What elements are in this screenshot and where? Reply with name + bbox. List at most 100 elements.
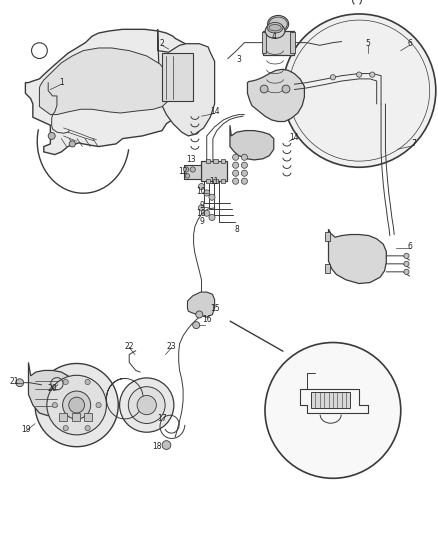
Circle shape [193,321,200,329]
Text: 22: 22 [124,342,134,351]
Ellipse shape [268,15,289,33]
Polygon shape [247,69,304,122]
Text: 2: 2 [160,39,164,48]
Text: 12: 12 [178,167,188,176]
Text: 5: 5 [365,39,371,48]
Circle shape [198,183,205,190]
Circle shape [404,253,409,259]
Circle shape [85,379,90,385]
Circle shape [241,162,247,168]
Text: 20: 20 [48,384,57,392]
Circle shape [233,162,239,168]
Circle shape [282,85,290,93]
Text: 13: 13 [186,156,195,164]
Circle shape [69,397,85,413]
Polygon shape [328,229,386,284]
Circle shape [196,311,203,318]
Text: 1: 1 [59,78,64,87]
Circle shape [96,402,101,408]
Text: 14: 14 [290,133,299,142]
Circle shape [120,378,174,432]
Bar [201,161,227,181]
Bar [213,159,218,163]
Text: 8: 8 [234,225,239,233]
Circle shape [63,379,68,385]
Bar [325,232,330,241]
Text: 10: 10 [197,188,206,196]
Bar [184,165,201,179]
Circle shape [209,194,215,200]
Bar [263,31,294,55]
Circle shape [233,154,239,160]
Circle shape [35,364,118,447]
Polygon shape [187,292,215,317]
Circle shape [52,402,57,408]
Circle shape [404,269,409,274]
Text: 4: 4 [271,32,276,41]
Text: 7: 7 [411,140,417,148]
Bar [162,53,193,101]
Text: 14: 14 [210,108,219,116]
Text: 6: 6 [407,39,412,48]
Text: 9: 9 [199,217,204,225]
Circle shape [184,167,189,172]
Circle shape [233,178,239,184]
Circle shape [233,170,239,176]
Text: 21: 21 [9,377,19,385]
Circle shape [283,14,436,167]
Circle shape [137,395,156,415]
Ellipse shape [265,23,285,38]
Circle shape [69,141,75,147]
Polygon shape [39,48,173,115]
Bar [59,413,67,421]
Bar [206,179,210,183]
Polygon shape [158,29,215,136]
Bar [72,413,80,421]
Ellipse shape [269,17,287,31]
Circle shape [63,391,91,419]
Text: 3: 3 [236,55,241,64]
Circle shape [48,132,55,140]
Ellipse shape [269,25,281,31]
Circle shape [32,43,47,59]
Circle shape [209,214,215,221]
Circle shape [241,170,247,176]
Text: 6: 6 [407,242,412,251]
Polygon shape [230,125,274,160]
Circle shape [357,72,362,77]
Circle shape [404,261,409,266]
Circle shape [128,386,165,424]
Bar [325,264,330,273]
Circle shape [370,72,375,77]
Bar [206,159,210,163]
Text: 11: 11 [209,177,219,185]
Bar [221,179,225,183]
Circle shape [16,379,24,386]
Circle shape [330,75,336,80]
Circle shape [63,425,68,431]
Polygon shape [28,362,71,416]
Circle shape [204,190,210,196]
Polygon shape [25,29,201,155]
Circle shape [190,167,195,172]
Ellipse shape [267,22,283,33]
Text: 10: 10 [197,209,206,217]
Text: 9: 9 [199,201,204,209]
Circle shape [241,178,247,184]
Bar [311,392,350,408]
Circle shape [265,343,401,478]
Circle shape [204,210,210,216]
Text: 19: 19 [21,425,31,433]
Circle shape [260,85,268,93]
Circle shape [241,154,247,160]
Bar [84,413,92,421]
Text: 17: 17 [157,414,167,423]
Bar [262,32,266,53]
Circle shape [47,375,106,435]
Bar [221,159,225,163]
Bar [213,179,218,183]
Circle shape [185,174,190,178]
Circle shape [198,205,205,211]
Text: 23: 23 [167,342,177,351]
Text: 16: 16 [202,316,212,324]
